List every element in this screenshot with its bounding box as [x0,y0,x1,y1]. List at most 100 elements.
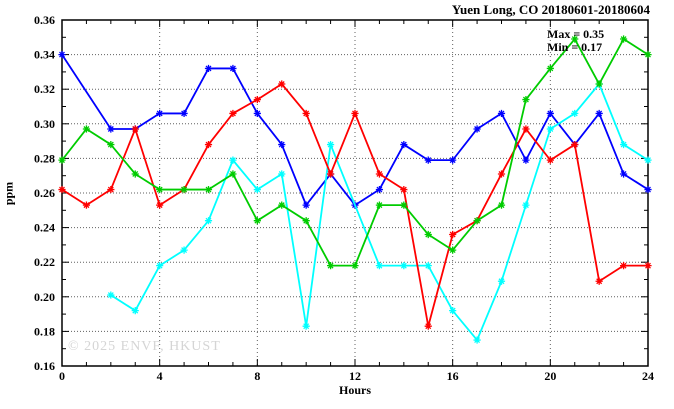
series-cyan-point-marker [278,170,286,178]
series-red-point-marker [131,125,139,133]
series-cyan-point-marker [131,307,139,315]
series-red-point-marker [619,262,628,270]
series-red-point-marker [326,170,335,178]
series-red-point-marker [204,140,213,149]
series-blue-point-marker [107,125,115,133]
series-blue-point-marker [58,51,66,59]
series-green-point-marker [400,201,408,209]
series-green-point-marker [375,201,384,209]
watermark: © 2025 ENVF, HKUST [68,339,221,354]
series-green-point-marker [82,125,91,133]
series-green-point-marker [156,185,164,194]
series-red-point-marker [644,262,652,270]
series-blue-point-marker [619,170,628,178]
series-green-point-marker [473,217,481,225]
series-blue-point-marker [375,185,384,194]
series-blue-point-marker [473,125,481,133]
series-blue-point-marker [400,140,408,149]
series-blue-point-marker [278,140,286,149]
series-red-point-marker [302,109,310,118]
series-blue-point-marker [229,64,237,73]
series-green-point-marker [351,262,359,270]
y-axis-label: ppm [1,181,16,206]
y-tick-label: 0.30 [34,117,55,131]
series-red-point-marker [497,170,506,178]
series-red-point-marker [424,322,432,330]
series-blue-point-marker [302,201,310,209]
y-tick-label: 0.16 [34,359,55,373]
series-cyan-point-marker [180,246,188,254]
series-green-point-marker [497,201,506,209]
series-green-point-marker [302,217,310,225]
series-cyan-point-marker [156,262,164,270]
x-tick-label: 4 [157,369,163,383]
x-tick-label: 16 [447,369,459,383]
y-tick-label: 0.26 [34,186,55,200]
series-red-point-marker [595,277,603,285]
series-red-point-marker [107,185,115,194]
series-blue-point-marker [424,156,432,164]
x-axis-label: Hours [338,383,371,397]
y-tick-label: 0.36 [34,13,55,27]
series-red-point-marker [449,230,457,239]
series-blue-point-marker [546,109,554,118]
series-green-point-marker [180,185,188,194]
y-tick-label: 0.20 [34,290,55,304]
series-cyan-point-marker [424,262,432,270]
series-blue-point-marker [522,156,530,164]
series-red-point-marker [375,170,384,178]
series-cyan-point-marker [107,291,115,299]
series-red-point-marker [82,201,91,209]
series-cyan-point-marker [302,322,310,330]
series-green-point-marker [253,217,261,225]
series-cyan-point-marker [375,262,384,270]
series-green-point-marker [424,230,432,239]
series-cyan-point-marker [571,109,579,118]
series-cyan-point-marker [204,217,213,225]
min-annotation: Min = 0.17 [547,40,603,54]
series-cyan-point-marker [326,140,335,149]
series-blue-point-marker [156,109,164,118]
series-cyan-line [110,83,649,341]
series-blue-point-marker [253,109,261,118]
series-green-point-marker [644,51,652,59]
series-cyan-point-marker [449,307,457,315]
series-cyan-point-marker [400,262,408,270]
x-tick-label: 0 [59,369,65,383]
series-green-point-marker [58,156,66,164]
series-red-point-marker [546,156,554,164]
series-cyan-point-marker [253,185,261,194]
series-red-point-marker [253,95,261,104]
series-blue-point-marker [595,109,603,118]
series-green-point-marker [229,170,237,178]
series-red-point-marker [278,80,286,88]
series-cyan-point-marker [546,125,554,133]
y-tick-label: 0.28 [34,151,55,165]
x-tick-label: 8 [254,369,260,383]
series-green-point-marker [278,201,286,209]
x-tick-label: 12 [349,369,361,383]
series-blue-point-marker [204,64,213,73]
y-tick-label: 0.18 [34,324,55,338]
series-red-point-marker [351,109,359,118]
series-blue-point-marker [497,109,506,118]
series-blue-point-marker [644,185,652,194]
series-green-point-marker [107,140,115,149]
x-tick-label: 20 [544,369,556,383]
series-blue-line [61,54,649,207]
series-cyan-point-marker [644,156,652,164]
series-cyan-point-marker [522,201,530,209]
series-red-point-marker [571,140,579,149]
series-green-point-marker [595,80,603,88]
series-green-point-marker [449,246,457,254]
series-green-point-marker [546,64,554,73]
series-green-point-marker [619,35,628,43]
series-red-point-marker [156,201,164,209]
y-tick-label: 0.24 [34,221,55,235]
series-green-point-marker [204,185,213,194]
series-red-point-marker [58,185,66,194]
series-red-point-marker [229,109,237,118]
series-green-point-marker [131,170,139,178]
series-cyan-point-marker [497,277,506,285]
